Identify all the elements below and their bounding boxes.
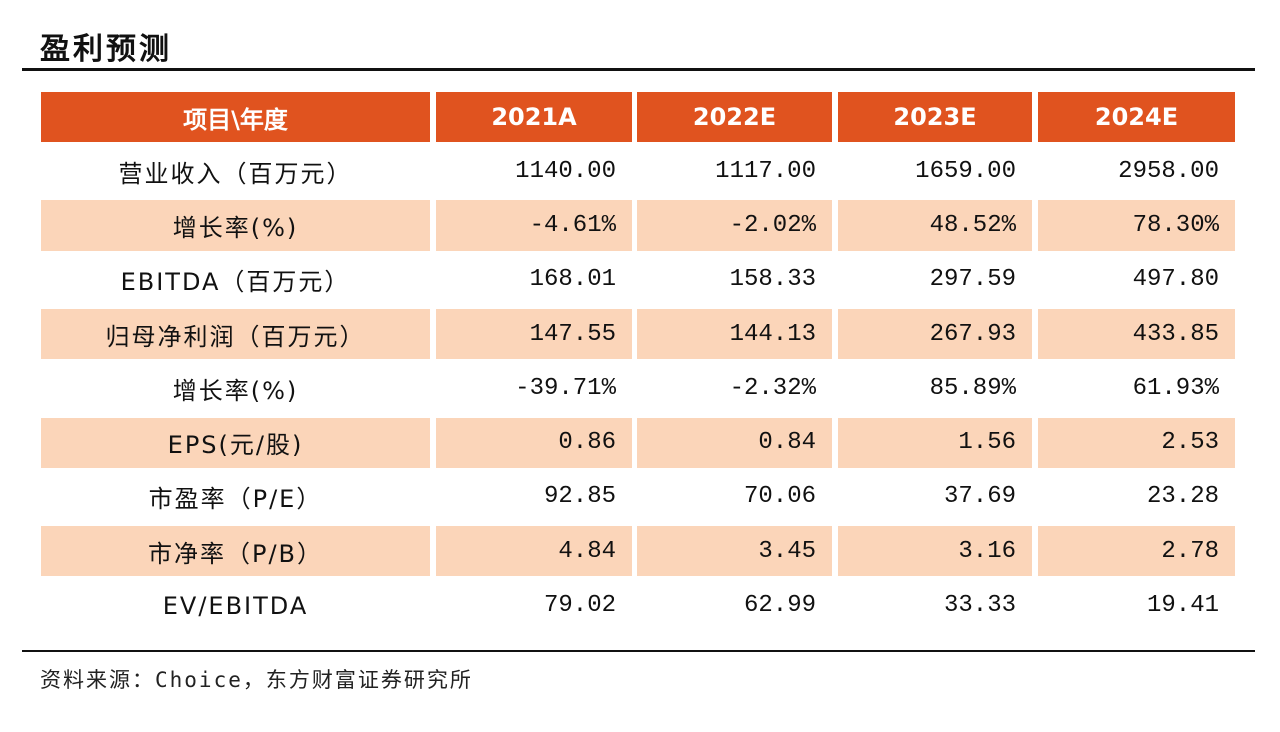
row-label: 市盈率（P/E） [148,485,323,514]
cell-value: 3.45 [637,526,832,577]
cell-value: 1659.00 [915,157,1016,185]
bottom-rule [22,650,1255,652]
row-label: EPS(元/股) [41,417,430,468]
row-label: 增长率(%) [172,376,299,405]
cell-value: 92.85 [543,483,616,511]
cell-value: 2958.00 [1118,157,1219,185]
cell-value: 168.01 [529,266,616,294]
cell-value: 79.02 [543,592,616,620]
cell-value: 2.53 [1038,417,1235,468]
title: 盈利预测 [40,32,172,67]
cell-value: 70.06 [743,483,816,511]
cell-value: -4.61% [436,200,632,251]
top-rule [22,68,1255,71]
cell-value: -2.02% [637,200,832,251]
cell-value: 0.84 [637,417,832,468]
cell-value: 62.99 [743,592,816,620]
cell-value: 48.52% [838,200,1032,251]
row-label: EBITDA（百万元） [120,268,351,297]
cell-value: 85.89% [929,374,1016,402]
source-note: 资料来源：Choice，东方财富证券研究所 [40,668,473,692]
cell-value: 1117.00 [715,157,816,185]
row-label: EV/EBITDA [162,591,309,620]
cell-value: 297.59 [929,266,1016,294]
cell-value: 267.93 [838,308,1032,360]
row-label: 营业收入（百万元） [118,159,353,188]
row-label: 市净率（P/B） [41,526,430,577]
cell-value: 4.84 [436,526,632,577]
cell-value: -39.71% [515,374,616,402]
cell-value: 61.93% [1132,374,1219,402]
cell-value: 3.16 [838,526,1032,577]
cell-value: 33.33 [943,592,1016,620]
cell-value: 78.30% [1038,200,1235,251]
column-header: 2021A [436,92,632,142]
cell-value: 497.80 [1132,266,1219,294]
row-label: 增长率(%) [41,200,430,251]
cell-value: 147.55 [436,308,632,360]
cell-value: -2.32% [729,374,816,402]
cell-value: 433.85 [1038,308,1235,360]
cell-value: 23.28 [1146,483,1219,511]
column-header: 项目\年度 [41,92,430,142]
row-label: 归母净利润（百万元） [41,308,430,360]
cell-value: 19.41 [1146,592,1219,620]
cell-value: 2.78 [1038,526,1235,577]
cell-value: 1.56 [838,417,1032,468]
cell-value: 144.13 [637,308,832,360]
cell-value: 0.86 [436,417,632,468]
column-header: 2023E [838,92,1032,142]
column-header: 2022E [637,92,832,142]
cell-value: 37.69 [943,483,1016,511]
column-header: 2024E [1038,92,1235,142]
cell-value: 158.33 [729,266,816,294]
cell-value: 1140.00 [515,157,616,185]
